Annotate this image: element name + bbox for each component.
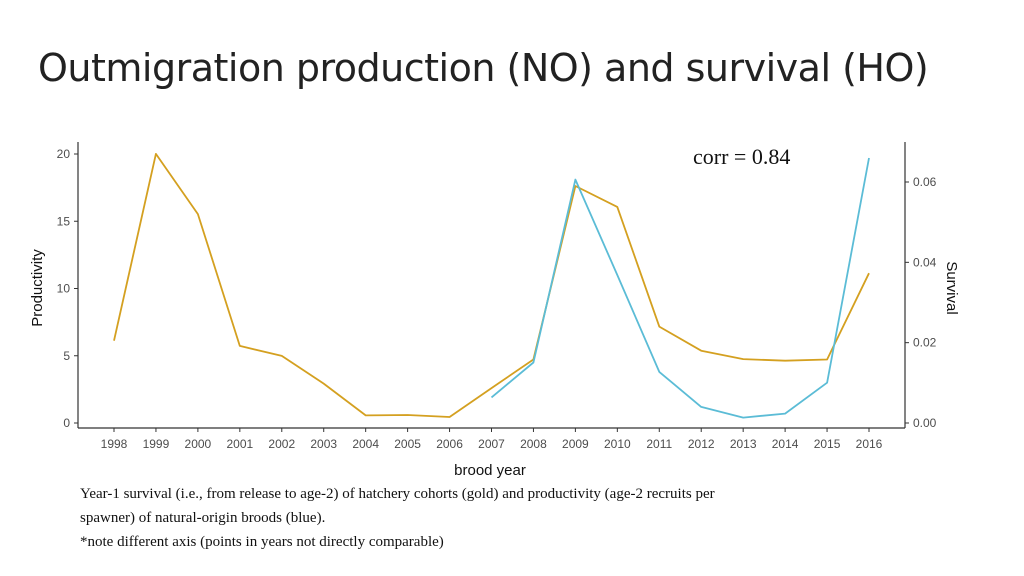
x-axis-title: brood year [454, 462, 526, 479]
y-left-tick-label: 20 [57, 147, 71, 161]
caption-line-1: Year-1 survival (i.e., from release to a… [80, 486, 715, 502]
slide-title: Outmigration production (NO) and surviva… [38, 46, 929, 90]
x-tick-label: 2008 [520, 437, 547, 451]
x-tick-label: 2001 [226, 437, 253, 451]
x-tick-label: 2013 [730, 437, 757, 451]
x-tick-label: 2005 [394, 437, 421, 451]
y-right-tick-label: 0.00 [913, 416, 937, 430]
x-tick-label: 2014 [772, 437, 799, 451]
y-right-tick-label: 0.06 [913, 175, 937, 189]
x-tick-label: 2015 [814, 437, 841, 451]
x-tick-label: 2010 [604, 437, 631, 451]
y-left-tick-label: 10 [57, 282, 71, 296]
productivity-series-line [490, 157, 870, 419]
y-left-tick-label: 15 [57, 214, 71, 228]
x-tick-label: 2007 [478, 437, 505, 451]
y-axis-left-title: Productivity [29, 249, 46, 327]
x-tick-label: 2016 [856, 437, 883, 451]
correlation-annotation: corr = 0.84 [693, 144, 790, 169]
y-axis-right-title: Survival [943, 261, 960, 314]
y-left-tick-label: 0 [63, 416, 70, 430]
x-tick-label: 2000 [185, 437, 212, 451]
caption-line-2: spawner) of natural-origin broods (blue)… [80, 510, 326, 526]
x-tick-label: 2009 [562, 437, 589, 451]
x-tick-label: 2006 [436, 437, 463, 451]
x-tick-label: 2011 [646, 437, 672, 451]
x-tick-label: 1998 [101, 437, 128, 451]
y-right-tick-label: 0.04 [913, 255, 937, 269]
x-tick-label: 2004 [352, 437, 379, 451]
survival-series-line [113, 152, 870, 418]
y-left-tick-label: 5 [63, 349, 70, 363]
x-tick-label: 1999 [143, 437, 170, 451]
x-tick-label: 2012 [688, 437, 715, 451]
figure-caption: Year-1 survival (i.e., from release to a… [80, 482, 980, 554]
x-tick-label: 2003 [310, 437, 337, 451]
dual-axis-line-chart: 0 5 10 15 20 0.00 0.02 0.04 0.06 1998 1999 2000 2001… [29, 142, 960, 479]
x-tick-label: 2002 [268, 437, 295, 451]
y-right-tick-label: 0.02 [913, 336, 937, 350]
caption-line-3: *note different axis (points in years no… [80, 534, 444, 550]
